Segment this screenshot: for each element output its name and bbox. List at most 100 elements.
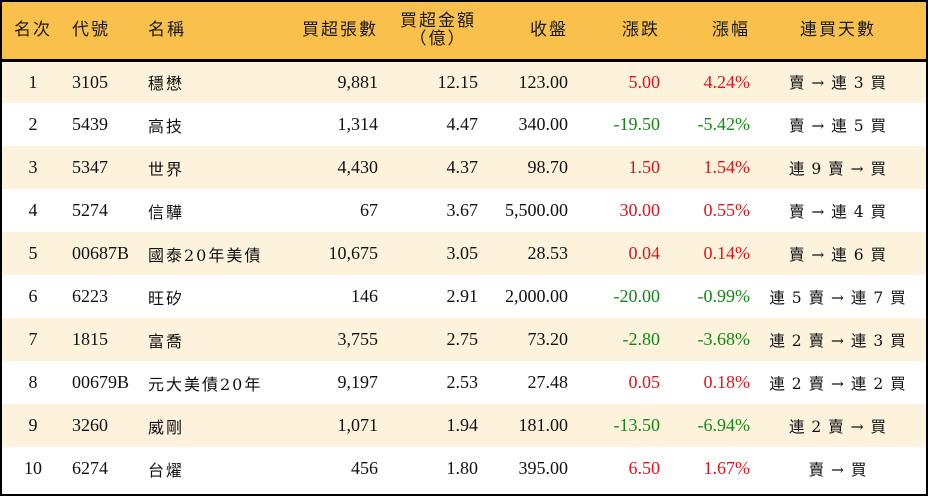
net-buy-lots-cell: 9,881 xyxy=(337,71,379,92)
stock-code-cell[interactable]: 6223 xyxy=(72,286,108,306)
stock-code-cell[interactable]: 5274 xyxy=(72,200,108,220)
stock-name-cell[interactable]: 信驊 xyxy=(148,202,185,222)
net-buy-lots-cell: 10,675 xyxy=(328,243,379,263)
rank-cell: 6 xyxy=(28,286,38,306)
table-row[interactable]: 5 00687B 國泰20年美債 10,675 3.05 28.53 0.04 … xyxy=(2,232,926,275)
rank-cell: 8 xyxy=(28,372,38,392)
stock-code-cell[interactable]: 6274 xyxy=(72,458,108,478)
header-name: 名稱 xyxy=(148,20,186,41)
price-change-cell: -2.80 xyxy=(622,329,661,349)
price-change-cell: 0.05 xyxy=(628,372,661,392)
header-net-buy-amount-line1: 買超金額 xyxy=(400,11,476,32)
stock-name-cell[interactable]: 旺矽 xyxy=(148,288,185,308)
consecutive-days-cell: 連 2 賣 → 連 3 買 xyxy=(769,331,907,350)
table-row[interactable]: 6 6223 旺矽 146 2.91 2,000.00 -20.00 -0.99… xyxy=(2,275,926,318)
close-price-cell: 5,500.00 xyxy=(505,200,568,220)
change-pct-cell: 4.24% xyxy=(703,71,751,92)
price-change-cell: -20.00 xyxy=(613,286,661,306)
net-buy-amount-cell: 2.53 xyxy=(446,372,479,392)
net-buy-amount-cell: 3.05 xyxy=(446,243,479,263)
net-buy-amount-cell: 1.94 xyxy=(446,415,479,435)
rank-cell: 5 xyxy=(28,243,38,263)
change-pct-cell: 0.14% xyxy=(703,243,751,263)
header-close: 收盤 xyxy=(530,20,568,41)
rank-cell: 9 xyxy=(28,415,38,435)
stock-name-cell[interactable]: 穩懋 xyxy=(148,74,185,94)
header-rank: 名次 xyxy=(14,20,52,41)
stock-name-cell[interactable]: 富喬 xyxy=(148,331,185,351)
header-row: 名次 代號 名稱 買超張數 買超金額 （億） 收盤 漲跌 漲幅 連買天數 xyxy=(2,2,926,60)
stock-code-cell[interactable]: 3105 xyxy=(72,71,108,92)
stock-code-cell[interactable]: 5439 xyxy=(72,114,108,134)
net-buy-lots-cell: 9,197 xyxy=(337,372,379,392)
net-buy-lots-cell: 67 xyxy=(360,200,378,220)
table-row[interactable]: 1 3105 穩懋 9,881 12.15 123.00 5.00 4.24% … xyxy=(2,60,926,103)
change-pct-cell: 1.67% xyxy=(703,458,751,478)
net-buy-amount-cell: 12.15 xyxy=(437,71,479,92)
header-change: 漲跌 xyxy=(622,20,660,41)
consecutive-days-cell: 賣 → 連 4 買 xyxy=(788,202,888,221)
net-buy-amount-cell: 1.80 xyxy=(446,458,479,478)
close-price-cell: 73.20 xyxy=(527,329,569,349)
consecutive-days-cell: 賣 → 連 5 買 xyxy=(788,116,888,135)
header-consecutive-days: 連買天數 xyxy=(800,20,876,41)
table-row[interactable]: 2 5439 高技 1,314 4.47 340.00 -19.50 -5.42… xyxy=(2,103,926,146)
net-buy-amount-cell: 2.91 xyxy=(446,286,479,306)
header-change-pct: 漲幅 xyxy=(712,20,750,41)
stock-code-cell[interactable]: 1815 xyxy=(72,329,108,349)
table-row[interactable]: 3 5347 世界 4,430 4.37 98.70 1.50 1.54% 連 … xyxy=(2,146,926,189)
table-header: 名次 代號 名稱 買超張數 買超金額 （億） 收盤 漲跌 漲幅 連買天數 xyxy=(2,2,926,60)
stock-code-cell[interactable]: 00679B xyxy=(72,372,130,392)
close-price-cell: 28.53 xyxy=(527,243,569,263)
stock-name-cell[interactable]: 國泰20年美債 xyxy=(148,245,263,265)
rank-cell: 10 xyxy=(24,458,42,478)
price-change-cell: 5.00 xyxy=(628,71,661,92)
stock-name-cell[interactable]: 台燿 xyxy=(148,460,185,480)
stock-name-cell[interactable]: 元大美債20年 xyxy=(148,374,263,394)
change-pct-cell: 0.18% xyxy=(703,372,751,392)
stock-name-cell[interactable]: 高技 xyxy=(148,116,185,136)
stock-code-cell[interactable]: 5347 xyxy=(72,157,108,177)
change-pct-cell: 1.54% xyxy=(703,157,751,177)
close-price-cell: 98.70 xyxy=(527,157,569,177)
rank-cell: 2 xyxy=(28,114,38,134)
net-buy-amount-cell: 4.37 xyxy=(446,157,479,177)
net-buy-lots-cell: 1,071 xyxy=(337,415,379,435)
consecutive-days-cell: 賣 → 連 3 買 xyxy=(788,74,888,93)
price-change-cell: 0.04 xyxy=(628,243,661,263)
price-change-cell: -19.50 xyxy=(613,114,661,134)
header-code: 代號 xyxy=(72,20,110,41)
net-buy-lots-cell: 456 xyxy=(351,458,378,478)
table-row[interactable]: 9 3260 威剛 1,071 1.94 181.00 -13.50 -6.94… xyxy=(2,404,926,447)
price-change-cell: 30.00 xyxy=(619,200,661,220)
stock-name-cell[interactable]: 世界 xyxy=(148,159,185,179)
table-body: 1 3105 穩懋 9,881 12.15 123.00 5.00 4.24% … xyxy=(2,60,926,490)
stock-code-cell[interactable]: 3260 xyxy=(72,415,108,435)
change-pct-cell: -3.68% xyxy=(697,329,751,349)
net-buy-lots-cell: 146 xyxy=(351,286,378,306)
consecutive-days-cell: 賣 → 買 xyxy=(808,460,868,479)
rank-cell: 3 xyxy=(28,157,38,177)
consecutive-days-cell: 連 2 賣 → 買 xyxy=(788,417,888,436)
rank-cell: 7 xyxy=(28,329,38,349)
net-buy-amount-cell: 4.47 xyxy=(446,114,479,134)
change-pct-cell: 0.55% xyxy=(703,200,751,220)
consecutive-days-cell: 賣 → 連 6 買 xyxy=(788,245,888,264)
table-row[interactable]: 10 6274 台燿 456 1.80 395.00 6.50 1.67% 賣 … xyxy=(2,447,926,490)
consecutive-days-cell: 連 5 賣 → 連 7 買 xyxy=(769,288,907,307)
header-net-buy-amount: 買超金額 （億） xyxy=(378,2,478,60)
table-row[interactable]: 7 1815 富喬 3,755 2.75 73.20 -2.80 -3.68% … xyxy=(2,318,926,361)
net-buy-lots-cell: 1,314 xyxy=(337,114,379,134)
stock-code-cell[interactable]: 00687B xyxy=(72,243,130,263)
close-price-cell: 27.48 xyxy=(527,372,569,392)
net-buy-amount-cell: 3.67 xyxy=(446,200,479,220)
header-net-buy-amount-unit: （億） xyxy=(409,29,467,50)
stock-name-cell[interactable]: 威剛 xyxy=(148,417,185,437)
net-buy-ranking-table: 名次 代號 名稱 買超張數 買超金額 （億） 收盤 漲跌 漲幅 連買天數 1 3… xyxy=(2,2,926,490)
table-row[interactable]: 8 00679B 元大美債20年 9,197 2.53 27.48 0.05 0… xyxy=(2,361,926,404)
close-price-cell: 2,000.00 xyxy=(505,286,568,306)
header-net-buy-lots: 買超張數 xyxy=(302,20,378,41)
change-pct-cell: -0.99% xyxy=(697,286,751,306)
table-row[interactable]: 4 5274 信驊 67 3.67 5,500.00 30.00 0.55% 賣… xyxy=(2,189,926,232)
